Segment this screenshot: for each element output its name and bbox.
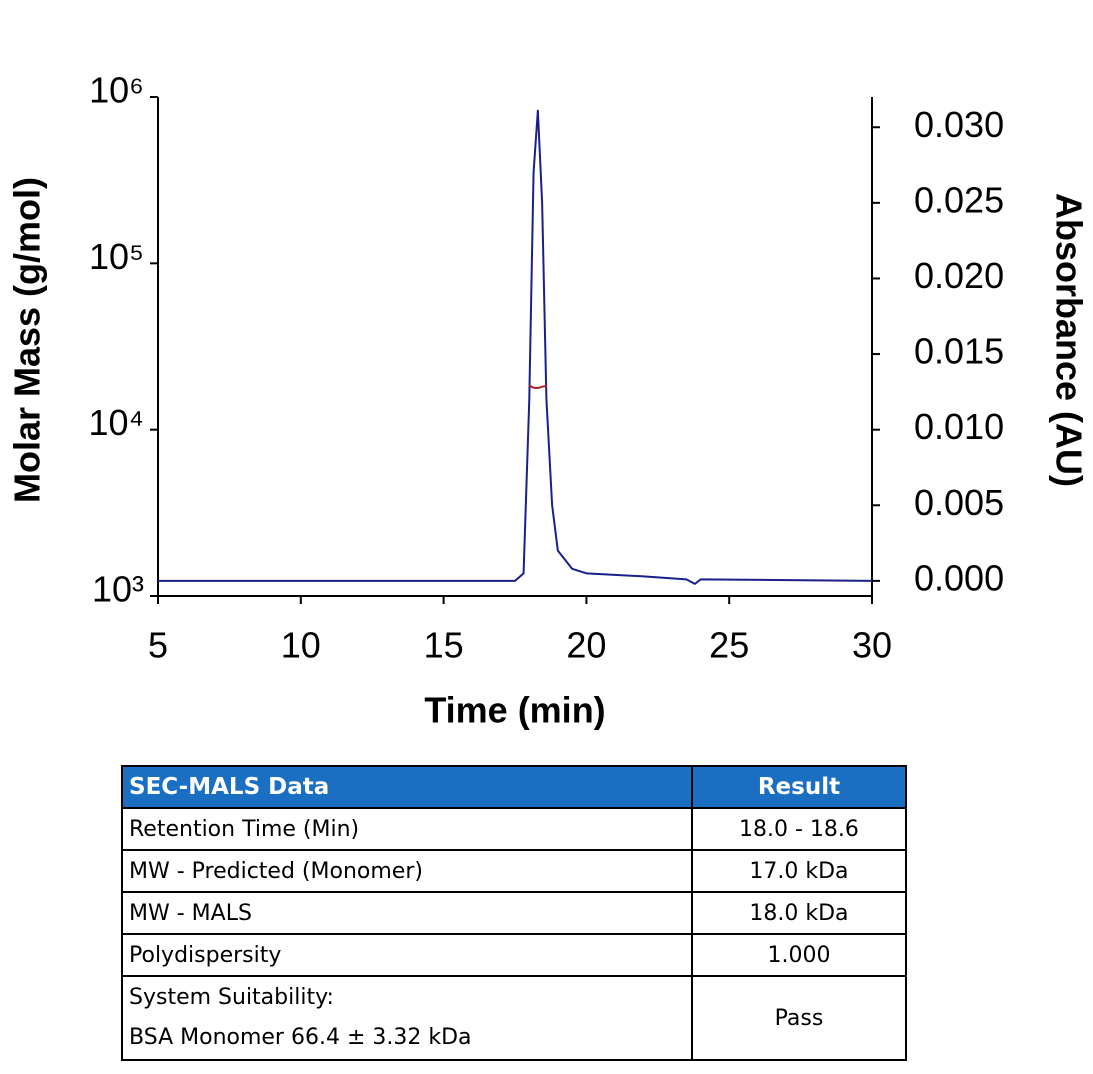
y-tick-label: 10⁶ [89, 70, 144, 111]
cell: Polydispersity [121, 933, 693, 977]
y2-axis-label: Absorbance (AU) [1048, 193, 1089, 487]
cell: 18.0 kDa [690, 891, 908, 935]
cell: MW - Predicted (Monomer) [121, 849, 693, 893]
data-line [158, 109, 873, 585]
y-tick-label: 10⁴ [88, 402, 144, 443]
y-tick-label: 10³ [92, 569, 144, 610]
cell: 17.0 kDa [690, 849, 908, 893]
cell: 18.0 - 18.6 [690, 807, 908, 851]
y2-tick-label: 0.020 [914, 255, 1004, 296]
y2-tick-label: 0.025 [914, 179, 1004, 220]
chart: Time (min) Molar Mass (g/mol) Absorbance… [7, 70, 1090, 731]
y2-tick-label: 0.000 [914, 557, 1004, 598]
cell: 1.000 [690, 933, 908, 977]
x-tick-label: 15 [424, 625, 464, 666]
x-axis-label: Time (min) [424, 690, 605, 731]
y2-tick-label: 0.010 [914, 406, 1004, 447]
table-row: System Suitability: BSA Monomer 66.4 ± 3.… [121, 975, 908, 1061]
cell: Pass [690, 975, 908, 1061]
cell: Retention Time (Min) [121, 807, 693, 851]
y-axis-label: Molar Mass (g/mol) [7, 177, 48, 503]
x-tick-label: 20 [566, 625, 606, 666]
data-line [528, 384, 547, 390]
x-tick-label: 30 [852, 625, 892, 666]
table-row: MW - Predicted (Monomer) 17.0 kDa [121, 849, 908, 893]
y2-tick-label: 0.030 [914, 104, 1004, 145]
y-tick-label: 10⁵ [89, 236, 144, 277]
cell-line: System Suitability: [129, 985, 334, 1010]
y2-tick-label: 0.005 [914, 482, 1004, 523]
x-tick-label: 5 [148, 625, 168, 666]
y2-tick-label: 0.015 [914, 331, 1004, 372]
x-tick-label: 25 [709, 625, 749, 666]
table-row: Polydispersity 1.000 [121, 933, 908, 977]
cell: System Suitability: BSA Monomer 66.4 ± 3.… [121, 975, 693, 1061]
header-cell: SEC-MALS Data [121, 765, 693, 809]
table-row: Retention Time (Min) 18.0 - 18.6 [121, 807, 908, 851]
table-header: SEC-MALS Data Result [121, 765, 908, 809]
table-row: MW - MALS 18.0 kDa [121, 891, 908, 935]
cell: MW - MALS [121, 891, 693, 935]
cell-line: BSA Monomer 66.4 ± 3.32 kDa [129, 1025, 472, 1050]
x-tick-label: 10 [281, 625, 321, 666]
results-table: SEC-MALS Data Result Retention Time (Min… [121, 765, 908, 1061]
header-cell: Result [690, 765, 908, 809]
